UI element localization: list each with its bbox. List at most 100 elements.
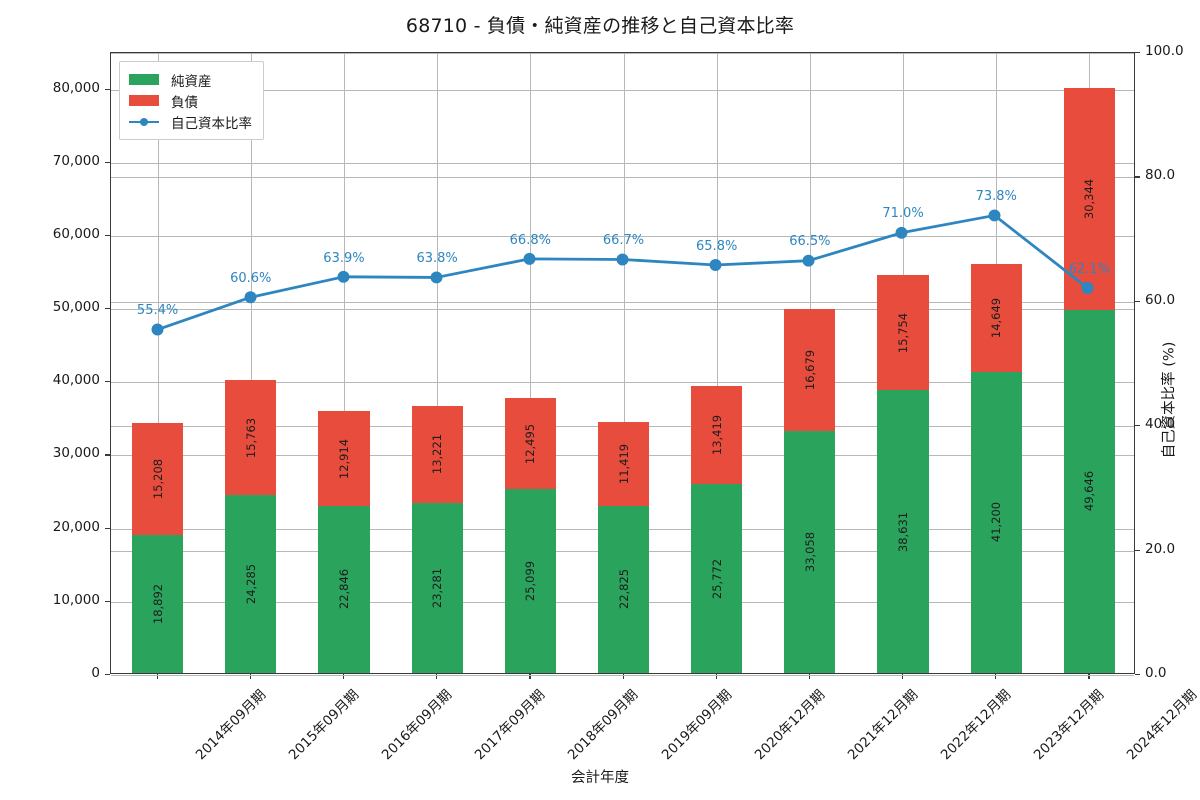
ratio-line-marker[interactable]: [616, 253, 629, 266]
y-axis-tick-label-right: 40.0: [1145, 416, 1176, 433]
x-axis-tick-mark: [622, 674, 624, 679]
bar-group[interactable]: 25,099 12,495: [504, 51, 556, 673]
gridline-horizontal-right: [111, 301, 1134, 303]
gridline-vertical: [624, 53, 625, 673]
gridline-horizontal: [111, 162, 1134, 164]
x-axis-tick-label: 2021年12月期: [844, 686, 922, 764]
bar-segment-equity[interactable]: 22,825: [597, 505, 650, 673]
gridline-horizontal: [111, 235, 1134, 237]
bar-segment-equity[interactable]: 23,281: [411, 502, 463, 673]
gridline-horizontal-right: [111, 177, 1134, 179]
x-axis-tick-mark: [995, 674, 997, 679]
ratio-line-marker[interactable]: [430, 271, 443, 284]
bar-segment-equity[interactable]: 33,058: [784, 431, 836, 673]
y-axis-tick-label-left: 0: [91, 665, 100, 681]
bar-group[interactable]: 41,200 14,649: [970, 51, 1022, 673]
x-axis-tick-label: 2022年12月期: [937, 686, 1015, 764]
bar-group[interactable]: 23,281 13,221: [411, 51, 463, 673]
bar-group[interactable]: 49,646 30,344: [1063, 51, 1116, 673]
y-axis-tick-label-right: 0.0: [1145, 665, 1167, 681]
ratio-line-marker[interactable]: [895, 226, 908, 239]
ratio-line-marker[interactable]: [244, 291, 257, 304]
legend-item-label: 自己資本比率: [171, 115, 252, 132]
gridline-horizontal-right: [111, 675, 1134, 676]
bar-segment-liabilities[interactable]: 12,914: [318, 411, 370, 506]
x-axis-tick-label: 2019年09月期: [658, 686, 735, 764]
ratio-line-marker[interactable]: [1081, 281, 1094, 294]
gridline-horizontal: [111, 382, 1134, 384]
y-axis-tick-label-left: 30,000: [52, 445, 100, 462]
legend-item[interactable]: 純資産: [129, 69, 252, 90]
bar-segment-equity[interactable]: 24,285: [225, 495, 277, 673]
ratio-line-marker[interactable]: [523, 252, 536, 265]
bar-segment-liabilities[interactable]: 13,221: [411, 405, 463, 503]
x-axis-tick-mark: [902, 674, 904, 679]
gridline-vertical: [437, 53, 438, 673]
bar-segment-liabilities[interactable]: 16,679: [784, 309, 836, 432]
x-axis-tick-mark: [342, 674, 345, 679]
bar-segment-equity[interactable]: 49,646: [1063, 309, 1116, 673]
bar-segment-equity[interactable]: 38,631: [877, 390, 929, 673]
bar-segment-liabilities[interactable]: 30,344: [1063, 87, 1116, 310]
bar-group[interactable]: 22,825 11,419: [597, 51, 650, 673]
y-axis-tick-mark-right: [1135, 549, 1140, 551]
plot-area: 18,892 15,208 24,285 15,763 22,846 12,914 23,2…: [110, 51, 1135, 676]
y-axis-tick-label-left: 20,000: [52, 518, 100, 535]
ratio-line-marker[interactable]: [802, 254, 815, 267]
bar-segment-liabilities[interactable]: 11,419: [597, 422, 650, 506]
ratio-line-path: [156, 214, 1089, 331]
ratio-line-marker[interactable]: [709, 259, 722, 272]
y-axis-tick-mark-left: [105, 527, 110, 529]
bar-segment-liabilities[interactable]: 13,419: [691, 386, 743, 485]
legend-swatch-icon: [129, 95, 159, 106]
bar-group[interactable]: 22,846 12,914: [318, 51, 370, 673]
gridline-vertical: [530, 53, 531, 673]
x-axis-tick-mark: [529, 674, 531, 679]
ratio-line-marker[interactable]: [151, 323, 164, 336]
bar-segment-equity[interactable]: 41,200: [970, 371, 1022, 673]
bar-group[interactable]: 24,285 15,763: [225, 51, 277, 673]
x-axis-tick-label: 2018年09月期: [565, 686, 642, 764]
bar-segment-liabilities[interactable]: 15,763: [225, 379, 277, 496]
bar-segment-liabilities[interactable]: 12,495: [504, 397, 556, 490]
bar-segment-liabilities[interactable]: 15,754: [877, 275, 929, 391]
gridline-horizontal: [111, 89, 1134, 91]
legend-item-label: 負債: [171, 94, 198, 111]
y-axis-label-right: 自己資本比率 (%): [1161, 341, 1178, 459]
bar-segment-liabilities[interactable]: 15,208: [131, 423, 184, 535]
ratio-line-chart: [151, 209, 1094, 336]
y-axis-tick-label-right: 60.0: [1145, 291, 1176, 308]
x-axis-tick-label: 2017年09月期: [471, 686, 549, 764]
legend-item[interactable]: 負債: [129, 90, 252, 111]
y-axis-tick-mark-right: [1135, 52, 1140, 54]
y-axis-tick-mark-left: [105, 454, 110, 456]
y-axis-tick-label-left: 50,000: [52, 299, 100, 316]
x-axis-tick-mark: [156, 674, 158, 679]
x-axis-tick-mark: [808, 674, 811, 679]
legend-swatch-icon: [129, 74, 159, 85]
bar-segment-equity[interactable]: 22,846: [318, 505, 370, 673]
legend-item-label: 純資産: [171, 73, 212, 90]
bar-group[interactable]: 25,772 13,419: [691, 51, 743, 673]
y-axis-tick-label-left: 80,000: [52, 79, 100, 96]
y-axis-tick-label-right: 80.0: [1145, 167, 1176, 184]
legend-item[interactable]: 自己資本比率: [129, 111, 252, 132]
bar-segment-equity[interactable]: 18,892: [131, 534, 184, 673]
x-axis-tick-label: 2020年12月期: [751, 686, 828, 764]
bar-group[interactable]: 33,058 16,679: [784, 51, 836, 673]
bar-segment-equity[interactable]: 25,099: [504, 489, 556, 673]
bar-group[interactable]: 38,631 15,754: [877, 51, 929, 673]
bar-segment-equity[interactable]: 25,772: [691, 484, 743, 673]
ratio-line-marker[interactable]: [337, 270, 350, 283]
y-axis-tick-label-right: 100.0: [1145, 43, 1184, 59]
x-axis-tick-mark: [715, 674, 717, 679]
y-axis-tick-mark-right: [1135, 176, 1140, 178]
bar-segment-liabilities[interactable]: 14,649: [970, 264, 1022, 372]
x-axis-tick-label: 2024年12月期: [1124, 686, 1200, 764]
y-axis-tick-mark-left: [105, 600, 110, 602]
x-axis-tick-mark: [436, 674, 438, 679]
bar-group[interactable]: 18,892 15,208: [131, 51, 184, 673]
x-axis-tick-label: 2023年12月期: [1031, 686, 1108, 764]
ratio-line-marker[interactable]: [988, 209, 1001, 222]
